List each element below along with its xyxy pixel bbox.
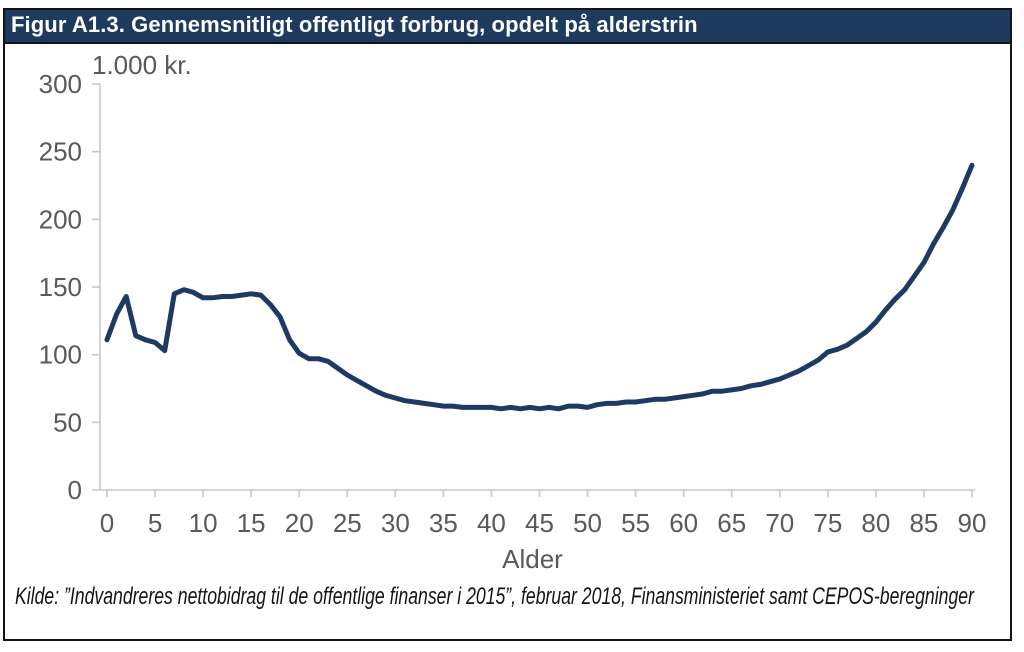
x-tick-label: 55 xyxy=(621,508,650,538)
figure-title-bar: Figur A1.3. Gennemsnitligt offentligt fo… xyxy=(5,10,1010,44)
x-axis-title: Alder xyxy=(502,544,563,574)
source-note-text: Kilde: ”Indvandreres nettobidrag til de … xyxy=(15,583,974,610)
x-tick-label: 70 xyxy=(765,508,794,538)
y-axis-unit-label: 1.000 kr. xyxy=(92,50,192,80)
x-tick-label: 15 xyxy=(237,508,266,538)
x-tick-label: 50 xyxy=(573,508,602,538)
x-tick-label: 0 xyxy=(100,508,114,538)
figure-title: Figur A1.3. Gennemsnitligt offentligt fo… xyxy=(11,12,698,37)
y-tick-label: 200 xyxy=(39,204,82,234)
source-note: Kilde: ”Indvandreres nettobidrag til de … xyxy=(5,582,1010,611)
chart-area: 0 50 100 150 200 250 300 0 5 10 15 20 25 30 35 40 45 50 55… xyxy=(5,44,1010,582)
x-tick-label: 90 xyxy=(958,508,987,538)
x-tick-label: 80 xyxy=(861,508,890,538)
x-tick-label: 10 xyxy=(189,508,218,538)
x-tick-label: 20 xyxy=(285,508,314,538)
line-chart: 0 50 100 150 200 250 300 0 5 10 15 20 25 30 35 40 45 50 55… xyxy=(39,50,987,574)
x-tick-label: 40 xyxy=(477,508,506,538)
y-tick-label: 0 xyxy=(68,475,82,505)
consumption-line xyxy=(104,162,975,412)
y-tick-label: 50 xyxy=(53,407,82,437)
x-tick-label: 75 xyxy=(813,508,842,538)
x-tick-label: 5 xyxy=(148,508,162,538)
x-tick-label: 35 xyxy=(429,508,458,538)
x-tick-label: 65 xyxy=(717,508,746,538)
y-tick-label: 300 xyxy=(39,69,82,99)
y-tick-label: 250 xyxy=(39,137,82,167)
x-tick-label: 45 xyxy=(525,508,554,538)
x-tick-label: 85 xyxy=(909,508,938,538)
figure-box: Figur A1.3. Gennemsnitligt offentligt fo… xyxy=(3,8,1012,641)
x-tick-label: 30 xyxy=(381,508,410,538)
x-tick-label: 25 xyxy=(333,508,362,538)
x-tick-label: 60 xyxy=(669,508,698,538)
y-tick-label: 100 xyxy=(39,340,82,370)
y-tick-label: 150 xyxy=(39,272,82,302)
